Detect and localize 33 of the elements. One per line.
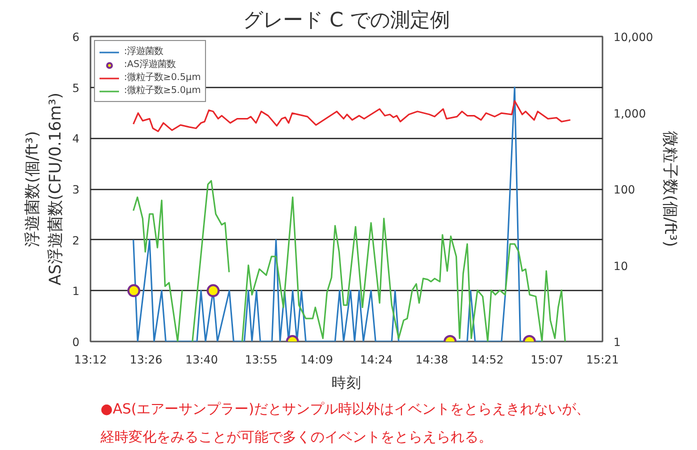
legend-label: :微粒子数≥0.5μm xyxy=(124,71,201,84)
y-tick-label: 4 xyxy=(72,132,80,146)
line-series xyxy=(132,100,572,132)
x-tick-label: 15:07 xyxy=(530,352,564,366)
y-tick-label: 6 xyxy=(72,30,80,44)
x-tick-label: 13:55 xyxy=(244,352,278,366)
legend-label: :浮遊菌数 xyxy=(124,45,164,58)
y2-tick-label: 10 xyxy=(614,258,628,273)
x-tick-label: 14:38 xyxy=(416,352,448,366)
text: 経時変化をみることが可能で多くのイベントをとらえられる。 xyxy=(100,430,492,446)
legend-label: :AS浮遊菌数 xyxy=(124,58,176,71)
y-tick-label: 2 xyxy=(72,233,80,248)
x-tick-label: 14:24 xyxy=(360,352,393,366)
x-tick-label: 14:09 xyxy=(300,352,334,366)
legend-label: :微粒子数≥5.0μm xyxy=(124,84,201,97)
x-tick-label: 14:52 xyxy=(471,352,504,366)
x-axis-title: 時刻 xyxy=(332,374,362,392)
y2-tick-label: 1 xyxy=(614,335,621,349)
y-tick-label: 1 xyxy=(72,284,80,298)
y2-tick-label: 1,000 xyxy=(614,106,646,120)
text: ●AS(エアーサンプラー)だとサンプル時以外はイベントをとらえきれないが、 xyxy=(100,402,590,418)
chart-title: グレード C での測定例 xyxy=(243,8,450,32)
x-tick-label: 13:26 xyxy=(130,352,162,366)
y2-tick-label: 10,000 xyxy=(614,30,654,44)
y2-axis-title: 微粒子数(個/ft³) xyxy=(661,131,680,247)
y-axis-title: 浮遊菌数(個/ft³) AS浮遊菌数(CFU/0.16m³) xyxy=(22,92,64,286)
x-tick-label: 15:21 xyxy=(586,352,619,366)
y2-tick-label: 100 xyxy=(614,182,636,196)
x-tick-label: 13:40 xyxy=(185,352,218,366)
y-tick-label: 5 xyxy=(72,80,80,95)
x-tick-label: 13:12 xyxy=(74,352,107,366)
y-tick-label: 3 xyxy=(72,182,80,196)
y-tick-label: 0 xyxy=(72,335,80,349)
